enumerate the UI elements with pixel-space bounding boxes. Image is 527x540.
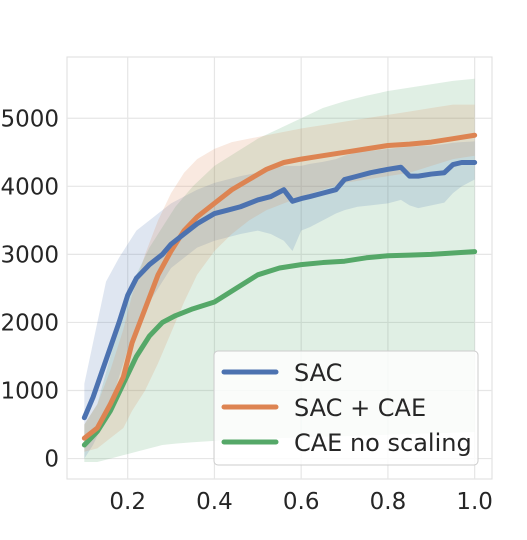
y-tick-label: 3000 [0,242,59,268]
y-tick-label: 0 [44,447,59,473]
legend: SAC SAC + CAE CAE no scaling [213,350,479,466]
legend-label-sac-cae: SAC + CAE [294,394,426,422]
band-sac-cae [84,104,475,452]
legend-box [213,350,479,466]
y-tick-label: 4000 [0,174,59,200]
y-tick-label: 5000 [0,106,59,132]
x-tick-label: 1.0 [456,489,493,515]
legend-label-sac: SAC [294,359,342,387]
x-tick-label: 0.2 [109,489,146,515]
x-tick-label: 0.4 [196,489,233,515]
y-tick-label: 1000 [0,379,59,405]
line-cae-no-scaling [81,249,478,448]
x-tick-labels: 0.2 0.4 0.6 0.8 1.0 [109,489,493,515]
legend-label-cae-no-scaling: CAE no scaling [294,429,472,457]
line-sac [81,160,478,421]
y-tick-label: 2000 [0,310,59,336]
x-tick-label: 0.8 [370,489,407,515]
band-sac [84,141,475,459]
y-tick-labels: 0 1000 2000 3000 4000 5000 [0,106,59,472]
x-tick-label: 0.6 [283,489,320,515]
line-sac-cae [81,132,478,441]
series-lines [81,132,478,448]
